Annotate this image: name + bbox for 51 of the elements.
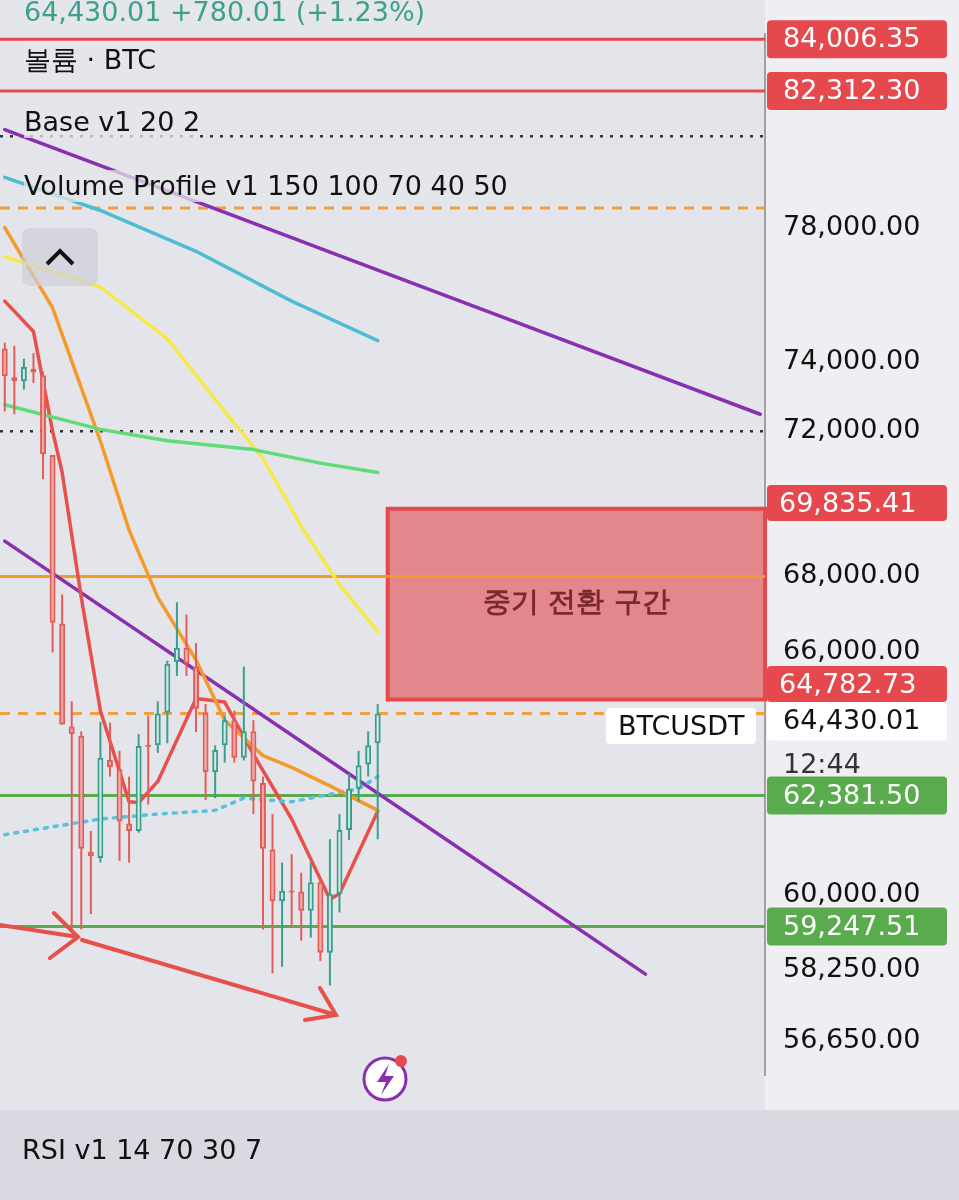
candlestick — [260, 775, 266, 931]
candlestick — [221, 714, 228, 764]
candlestick — [202, 703, 209, 802]
y-tick-label: 78,000.00 — [783, 209, 921, 241]
text: 64,782.73 — [767, 666, 947, 702]
band-label: 중기 전환 구간 — [482, 585, 671, 619]
candlestick — [298, 871, 305, 942]
candlestick — [20, 357, 27, 391]
candlestick — [240, 665, 247, 762]
candlestick — [317, 878, 324, 963]
candlestick — [231, 709, 238, 764]
candlestick — [307, 861, 314, 939]
candlestick — [97, 720, 104, 864]
ref-line-label: 84,006.35 — [783, 22, 921, 54]
candlestick — [40, 370, 46, 481]
text: RSI v1 14 70 30 7 — [22, 1134, 263, 1166]
candlestick — [135, 733, 142, 834]
y-tick-label: 72,000.00 — [783, 413, 921, 445]
candlestick — [279, 861, 286, 968]
annotation: BTCUSDT — [606, 708, 757, 744]
y-tick-label: 56,650.00 — [783, 1022, 921, 1054]
y-tick-label: 60,000.00 — [783, 876, 921, 908]
candlestick — [250, 719, 257, 816]
text: 12:44 — [783, 748, 861, 780]
ref-line-label: 62,381.50 — [783, 778, 921, 810]
y-tick-label: 74,000.00 — [783, 343, 921, 375]
text: 64,430.01 +780.01 (+1.23%) — [24, 0, 426, 28]
ref-line-label: 59,247.51 — [783, 909, 921, 941]
candlestick — [59, 593, 66, 726]
ref-line-label: 82,312.30 — [783, 73, 921, 105]
candlestick — [193, 642, 199, 734]
candlestick — [355, 749, 362, 803]
candlestick — [173, 601, 180, 677]
annotation: 볼륨 · BTC — [24, 44, 157, 76]
candlestick — [78, 730, 85, 931]
candlestick — [326, 838, 333, 987]
text: 69,835.41 — [767, 485, 947, 521]
annotation: Volume Profile v1 150 100 70 40 50 — [24, 170, 508, 202]
ref-line-label: 64,430.01 — [783, 704, 921, 736]
y-tick-label: 68,000.00 — [783, 558, 921, 590]
candlestick — [212, 744, 219, 800]
y-tick-label: 66,000.00 — [783, 634, 921, 666]
candlestick — [49, 453, 56, 654]
candlestick — [346, 772, 352, 842]
y-tick-label: 58,250.00 — [783, 951, 921, 983]
candlestick — [365, 730, 372, 778]
candlestick — [1, 341, 8, 413]
annotation: Base v1 20 2 — [24, 106, 201, 138]
candlestick — [154, 700, 161, 754]
candlestick — [164, 659, 171, 745]
candlestick — [374, 703, 381, 841]
